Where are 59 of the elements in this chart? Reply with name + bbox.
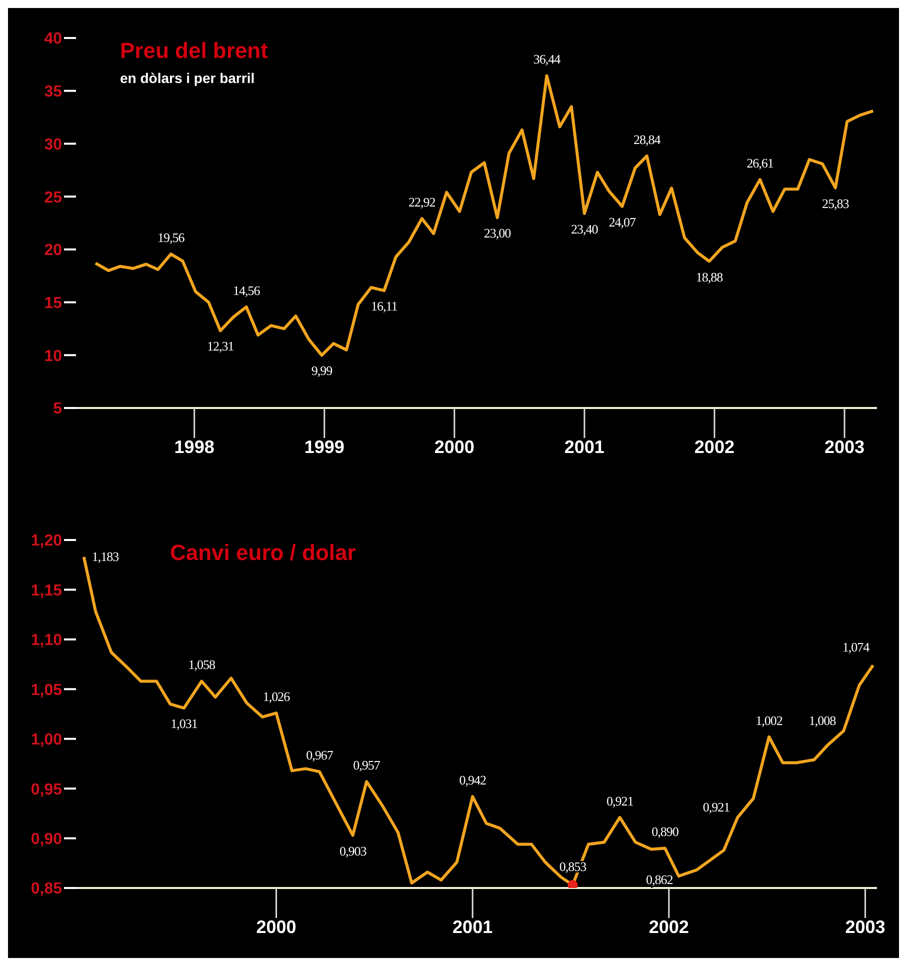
data-label: 0,957 (353, 758, 381, 773)
y-tick-label: 0,95 (30, 781, 62, 798)
y-tick-label: 1,10 (30, 632, 62, 650)
data-label: 0,921 (606, 793, 634, 808)
y-tick-label: 0,85 (30, 880, 62, 898)
data-label: 28,84 (633, 132, 662, 147)
x-tick-label: 2002 (648, 916, 689, 937)
data-label: 0,862 (646, 872, 673, 888)
data-label: 0,903 (339, 843, 366, 858)
line-series (94, 74, 875, 357)
chart-title: Canvi euro / dolar (170, 540, 356, 566)
y-tick-label: 20 (44, 242, 62, 260)
x-tick-label: 1999 (304, 436, 344, 457)
y-tick-label: 1,05 (30, 682, 62, 699)
data-label: 1,058 (188, 657, 216, 672)
data-label: 9,99 (311, 363, 332, 378)
data-label: 0,967 (306, 748, 334, 763)
data-label: 1,074 (842, 639, 870, 654)
y-tick-label: 30 (44, 136, 62, 154)
x-tick-label: 2003 (845, 916, 886, 937)
y-tick-label: 40 (44, 30, 62, 48)
y-tick-label: 0,90 (30, 830, 62, 848)
data-label: 19,56 (158, 230, 186, 246)
y-tick-label: 1,00 (30, 732, 62, 749)
data-label: 1,008 (808, 712, 836, 728)
data-label: 16,11 (371, 298, 398, 314)
y-tick-label: 5 (53, 400, 62, 418)
data-label: 12,31 (206, 338, 234, 354)
text: en dòlars i per barril (120, 70, 255, 86)
chart-title: Preu del brent (120, 38, 268, 64)
x-tick-label: 1998 (174, 436, 214, 457)
data-label: 26,61 (746, 156, 774, 171)
data-label: 14,56 (232, 282, 261, 298)
data-label: 0,942 (459, 772, 486, 788)
x-tick-label: 2003 (824, 436, 865, 457)
data-label: 25,83 (822, 196, 849, 211)
x-tick-label: 2000 (256, 916, 296, 937)
data-label: 1,026 (262, 689, 291, 704)
data-label: 36,44 (533, 52, 562, 67)
data-label: 1,031 (170, 716, 198, 732)
x-tick-label: 2000 (434, 436, 474, 457)
y-tick-label: 1,20 (30, 532, 62, 550)
data-label: 1,002 (756, 712, 782, 728)
y-tick-label: 1,15 (30, 582, 62, 600)
data-label: 0,890 (652, 824, 678, 840)
y-tick-label: 25 (44, 189, 62, 206)
data-label: 0,921 (702, 799, 730, 814)
x-tick-label: 2002 (694, 436, 734, 457)
y-tick-label: 35 (44, 84, 62, 101)
data-label: 23,00 (484, 226, 511, 241)
x-tick-label: 2001 (452, 916, 493, 937)
data-label: 18,88 (696, 269, 723, 284)
data-label: 23,40 (571, 221, 598, 236)
data-label: 24,07 (608, 214, 637, 230)
y-tick-label: 15 (44, 294, 62, 312)
y-tick-label: 10 (44, 348, 62, 365)
data-label: 22,92 (408, 194, 436, 210)
data-label: 1,183 (92, 548, 119, 564)
x-tick-label: 2001 (564, 436, 604, 457)
